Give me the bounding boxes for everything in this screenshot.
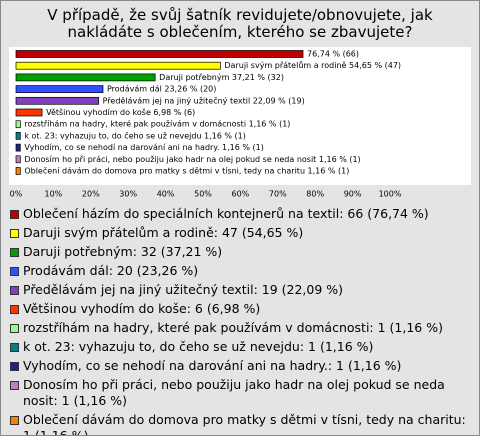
x-tick-label: 70% [269,190,287,199]
x-tick-label: 90% [344,190,362,199]
legend-item: Donosím ho při práci, nebo použiju jako … [9,377,471,409]
data-label: Daruji potřebným 37,21 % (32) [159,73,284,82]
data-label: rozstříhám na hadry, které pak používám … [24,119,290,129]
legend-item: Většinou vyhodím do koše: 6 (6,98 %) [9,301,471,317]
legend-label: k ot. 23: vyhazuju to, do čeho se už nev… [23,339,374,354]
legend-item: rozstříhám na hadry, které pak používám … [9,320,471,336]
data-label: k ot. 23: vyhazuju to, do čeho se už nev… [24,130,246,140]
legend-item: Vyhodím, co se nehodí na darování ani na… [9,358,471,374]
legend-swatch [10,343,19,352]
bar [15,108,43,117]
x-tick-label: 50% [194,190,212,199]
data-label: Donosím ho při práci, nebo použiju jako … [24,155,360,164]
bar [15,73,156,82]
legend-label: Daruji svým přátelům a rodině: 47 (54,65… [23,225,304,240]
legend-item: Daruji svým přátelům a rodině: 47 (54,65… [9,225,471,241]
legend-item: Daruji potřebným: 32 (37,21 %) [9,244,471,260]
x-tick-label: 40% [157,190,175,199]
legend-label: Prodávám dál: 20 (23,26 %) [23,263,199,278]
bar [15,61,221,70]
data-label: 76,74 % (66) [307,50,359,59]
data-label: Vyhodím, co se nehodí na darování ani na… [24,143,264,152]
data-label: Daruji svým přátelům a rodině 54,65 % (4… [224,60,401,70]
bar [15,96,99,105]
x-tick-label: 10% [45,190,63,199]
data-label: Předělávám jej na jiný užitečný textil 2… [103,95,305,105]
legend-label: Daruji potřebným: 32 (37,21 %) [23,244,223,259]
legend-label: Vyhodím, co se nehodí na darování ani na… [23,358,402,373]
x-tick-label: 30% [119,190,137,199]
legend-label: rozstříhám na hadry, které pak používám … [23,320,443,335]
legend-swatch [10,210,19,219]
bar [15,143,21,152]
data-label: Většinou vyhodím do koše 6,98 % (6) [46,107,195,117]
legend-label: Předělávám jej na jiný užitečný textil: … [23,282,344,297]
legend-label: Donosím ho při práci, nebo použiju jako … [23,377,445,408]
bar [15,155,21,164]
legend-item: Oblečení házím do speciálních kontejnerů… [9,206,471,222]
legend-swatch [10,305,19,314]
legend-swatch [10,362,19,371]
legend-swatch [10,286,19,295]
legend-swatch [10,416,19,425]
bar [15,167,21,175]
legend-label: Oblečení dávám do domova pro matky s dět… [23,412,466,436]
legend-swatch [10,267,19,276]
bar [15,132,21,140]
data-label: Oblečení dávám do domova pro matky s dět… [24,166,349,176]
bar [15,50,304,58]
data-label: Prodávám dál 23,26 % (20) [107,85,216,94]
x-tick-label: 60% [232,190,250,199]
bar [15,85,104,93]
legend-item: Předělávám jej na jiný užitečný textil: … [9,282,471,298]
legend-swatch [10,248,19,257]
legend-swatch [10,381,19,390]
legend-item: Prodávám dál: 20 (23,26 %) [9,263,471,279]
x-tick-label: 80% [306,190,324,199]
legend-label: Oblečení házím do speciálních kontejnerů… [23,206,429,221]
legend-item: k ot. 23: vyhazuju to, do čeho se už nev… [9,339,471,355]
x-tick-label: 0% [10,190,23,199]
bar [15,120,21,129]
legend-swatch [10,324,19,333]
chart-title: V případě, že svůj šatník revidujete/obn… [47,6,433,41]
legend-item: Oblečení dávám do domova pro matky s dět… [9,412,471,436]
plot: 0% 10% 20% 30% 40% 50% 60% 70% 80% 90% 100% 76,74 %… [9,47,471,199]
legend-swatch [10,229,19,238]
plot-area [9,47,471,185]
x-tick-label: 20% [82,190,100,199]
x-tick-label: 100% [379,190,402,199]
legend-label: Většinou vyhodím do koše: 6 (6,98 %) [23,301,261,316]
legend: Oblečení házím do speciálních kontejnerů… [9,206,471,436]
